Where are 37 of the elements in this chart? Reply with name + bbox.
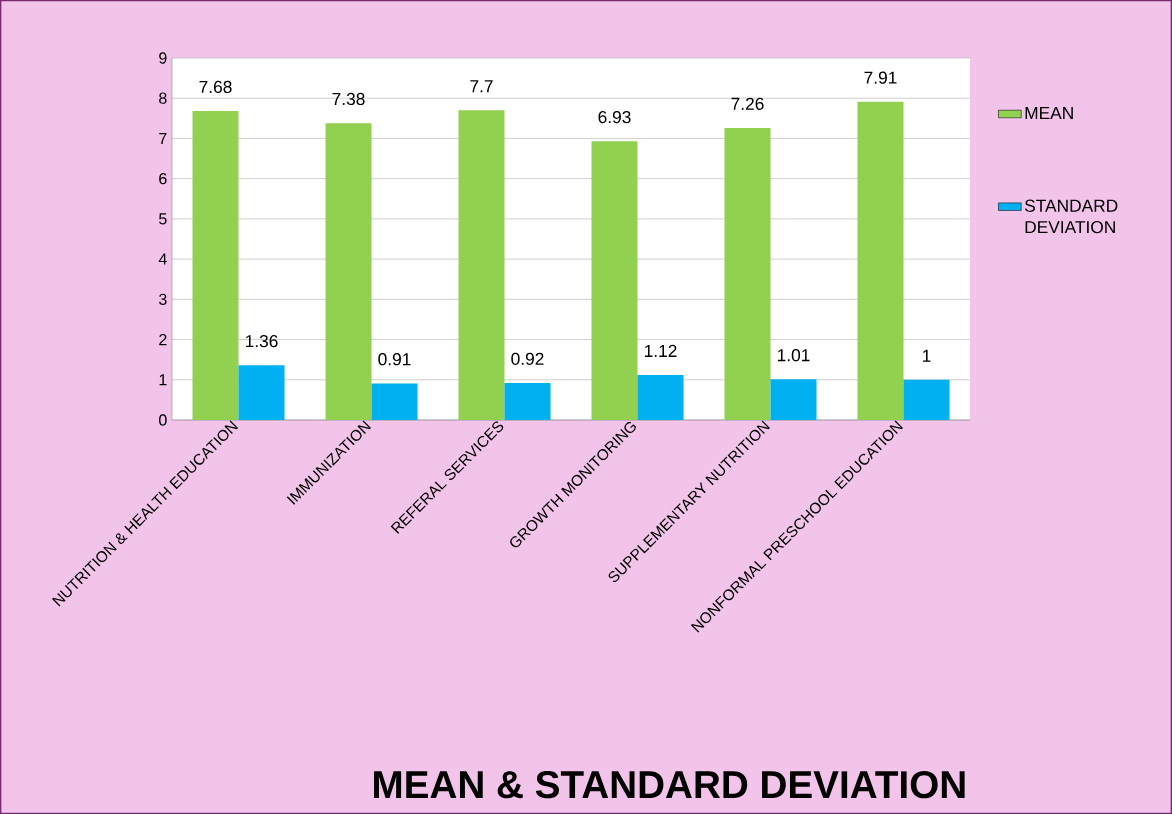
y-tick-label: 2: [159, 333, 167, 346]
bar: [238, 365, 285, 420]
y-tick-label: 4: [158, 253, 167, 265]
bar: [192, 111, 239, 420]
bar: [591, 141, 638, 420]
data-label: 7.91: [864, 71, 897, 84]
y-tick-label: 5: [159, 213, 167, 225]
data-label: 1.12: [644, 344, 677, 357]
bar: [857, 101, 904, 420]
y-tick-label: 1: [159, 374, 167, 386]
y-tick-label: 3: [159, 293, 167, 305]
y-tick-label: 7: [159, 132, 167, 144]
data-label: 7.68: [199, 80, 232, 94]
data-label: 1.01: [777, 349, 810, 362]
bar: [903, 379, 950, 420]
legend-label: STANDARD DEVIATION: [1024, 199, 1118, 234]
bar: [637, 374, 684, 420]
y-tick-label: 6: [159, 173, 167, 185]
data-label: 1: [923, 349, 931, 362]
legend-label: MEAN: [1025, 107, 1073, 119]
data-label: 7.7: [470, 80, 493, 93]
data-label: 0.92: [511, 352, 544, 365]
bar: [325, 123, 372, 420]
data-label: 7.26: [731, 97, 764, 110]
data-label: 1.36: [245, 334, 278, 348]
data-label: 7.38: [332, 92, 365, 106]
bar: [371, 383, 418, 420]
y-tick-label: 8: [159, 92, 167, 104]
y-tick-label: 9: [159, 52, 167, 64]
data-label: 0.91: [378, 353, 411, 366]
y-tick-label: 0: [159, 414, 167, 426]
data-label: 6.93: [598, 110, 631, 124]
bar: [458, 110, 505, 420]
bar: [724, 127, 771, 420]
bar: [770, 379, 817, 420]
text: MEAN & STANDARD DEVIATION: [374, 770, 965, 799]
bar: [504, 382, 551, 420]
